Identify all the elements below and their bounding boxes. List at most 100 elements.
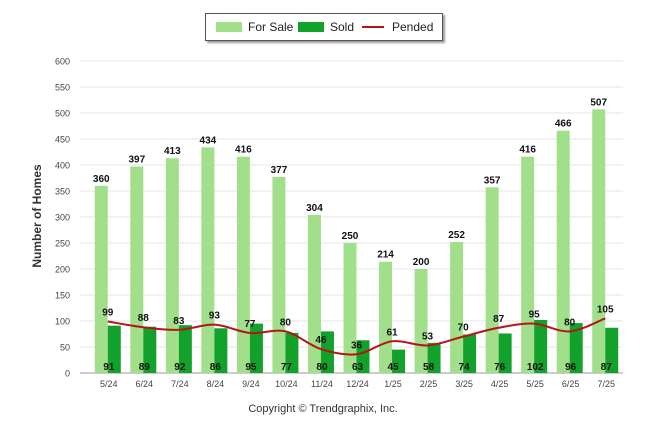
y-axis-label: Number of Homes [30, 164, 44, 268]
pended-data-label: 80 [280, 317, 292, 328]
legend: For Sale Sold Pended [205, 13, 443, 41]
pended-line-icon [362, 26, 384, 28]
pended-data-label: 88 [138, 313, 150, 324]
for-sale-data-label: 304 [306, 203, 323, 214]
for-sale-data-label: 434 [200, 135, 217, 146]
bar-for-sale [379, 261, 393, 373]
bar-for-sale [236, 156, 250, 373]
pended-data-label: 99 [102, 308, 114, 319]
for-sale-data-label: 214 [377, 250, 394, 261]
sold-swatch-icon [298, 22, 324, 32]
bar-sold [143, 326, 157, 373]
for-sale-data-label: 377 [271, 165, 288, 176]
pended-data-label: 80 [564, 317, 576, 328]
pended-data-label: 77 [244, 319, 256, 330]
x-tick-label: 12/24 [346, 379, 369, 389]
x-tick-label: 3/25 [455, 379, 473, 389]
sold-data-label: 63 [352, 362, 364, 373]
y-tick-label: 50 [60, 343, 70, 353]
pended-data-label: 70 [458, 323, 470, 334]
x-tick-label: 11/24 [311, 379, 333, 389]
y-tick-label: 500 [55, 109, 70, 119]
bar-for-sale [272, 176, 286, 373]
for-sale-data-label: 252 [448, 230, 465, 241]
bar-for-sale [343, 243, 357, 373]
bar-for-sale [94, 185, 108, 373]
bar-sold [498, 333, 512, 373]
copyright-text: Copyright © Trendgraphix, Inc. [248, 403, 398, 415]
x-tick-label: 2/25 [420, 379, 438, 389]
y-tick-label: 450 [55, 135, 70, 145]
sold-data-label: 80 [316, 362, 328, 373]
sold-data-label: 58 [423, 362, 435, 373]
x-tick-label: 7/25 [597, 379, 615, 389]
x-tick-label: 9/24 [242, 379, 260, 389]
sold-data-label: 96 [565, 362, 577, 373]
pended-line [107, 317, 606, 356]
y-tick-label: 400 [55, 161, 70, 171]
sold-data-label: 74 [459, 362, 471, 373]
bar-for-sale [307, 214, 321, 373]
pended-data-label: 93 [209, 311, 221, 322]
bar-sold [285, 332, 299, 373]
bars [94, 109, 619, 374]
for-sale-data-label: 200 [413, 257, 430, 268]
pended-data-label: 105 [597, 304, 614, 315]
bar-sold [249, 323, 263, 373]
pended-data-label: 83 [173, 316, 185, 327]
sold-data-label: 86 [210, 362, 222, 373]
for-sale-data-label: 397 [128, 155, 145, 166]
pended-data-label: 87 [493, 314, 505, 325]
y-tick-label: 100 [55, 317, 70, 327]
sold-data-label: 76 [494, 362, 506, 373]
for-sale-data-label: 416 [519, 145, 536, 156]
bar-for-sale [414, 269, 428, 373]
for-sale-data-label: 360 [93, 174, 110, 185]
bar-for-sale [201, 147, 215, 373]
bar-sold [463, 334, 477, 373]
sold-data-label: 45 [387, 362, 399, 373]
y-tick-label: 300 [55, 213, 70, 223]
y-tick-label: 550 [55, 83, 70, 93]
for-sale-data-label: 466 [555, 119, 572, 130]
y-tick-label: 200 [55, 265, 70, 275]
bar-for-sale [165, 158, 179, 373]
for-sale-data-label: 416 [235, 145, 252, 156]
x-tick-label: 6/25 [562, 379, 580, 389]
bar-sold [392, 349, 406, 373]
x-tick-label: 8/24 [207, 379, 225, 389]
y-tick-label: 150 [55, 291, 70, 301]
bar-sold [178, 325, 192, 373]
bar-sold [569, 323, 583, 373]
x-tick-label: 4/25 [491, 379, 509, 389]
bar-for-sale [485, 187, 499, 373]
bar-sold [427, 342, 441, 373]
for-sale-data-label: 413 [164, 146, 181, 157]
y-tick-label: 600 [55, 57, 70, 67]
bar-sold [320, 331, 334, 373]
data-labels: 360 91 397 89 413 92 434 86 416 95 377 77 304 80 250 63… [93, 97, 614, 373]
x-tick-label: 1/25 [384, 379, 402, 389]
sold-data-label: 87 [601, 362, 613, 373]
bar-for-sale [130, 166, 144, 373]
x-tick-label: 10/24 [275, 379, 298, 389]
bar-sold [356, 340, 370, 373]
x-tick-label: 6/24 [136, 379, 154, 389]
y-tick-label: 0 [65, 369, 70, 379]
for-sale-data-label: 507 [590, 97, 607, 108]
sold-data-label: 102 [527, 362, 544, 373]
x-tick-label: 5/25 [526, 379, 544, 389]
for-sale-swatch-icon [216, 22, 242, 32]
axes: 0 50 100 150 200 250 300 350 400 450 500 550 600 5/24… [55, 57, 615, 390]
x-tick-label: 5/24 [100, 379, 118, 389]
pended-data-label: 53 [422, 331, 434, 342]
y-tick-label: 350 [55, 187, 70, 197]
pended-line-group [107, 317, 606, 356]
bar-sold [605, 327, 619, 373]
y-tick-label: 250 [55, 239, 70, 249]
pended-data-label: 36 [351, 340, 363, 351]
bar-for-sale [592, 109, 606, 374]
sold-data-label: 91 [103, 362, 115, 373]
legend-label-for-sale: For Sale [248, 20, 294, 34]
